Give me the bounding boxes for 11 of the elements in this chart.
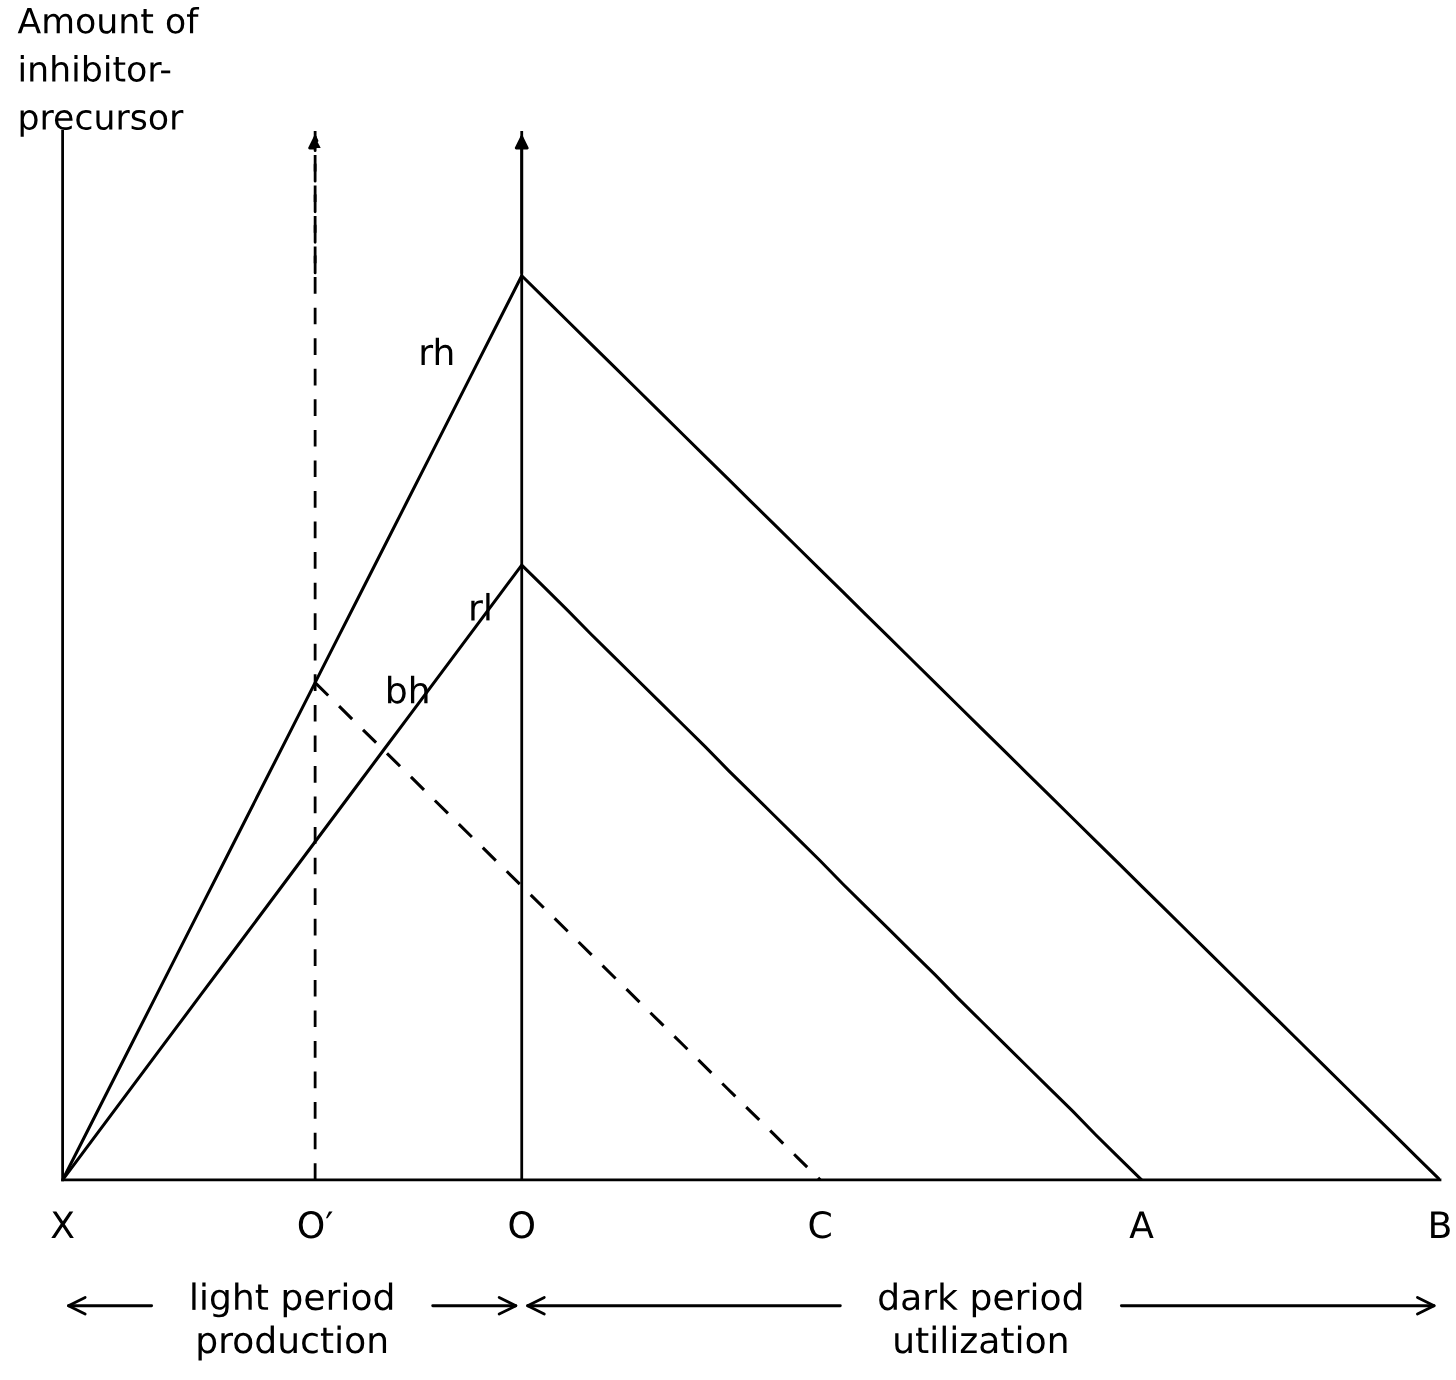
x-tick-label: O [509,1211,534,1239]
x-tick-label: B [1431,1211,1450,1238]
annotation: bh [388,675,428,704]
text: light period production [192,1282,393,1361]
annotation: rh [421,337,453,366]
x-tick-label: A [1129,1211,1154,1238]
x-tick-label: C [809,1211,831,1239]
x-tick-label: O′ [298,1211,333,1239]
text: dark period utilization [879,1282,1082,1354]
y-axis-title: Amount of inhibitor- precursor [17,6,200,137]
x-tick-label: X [51,1211,74,1238]
